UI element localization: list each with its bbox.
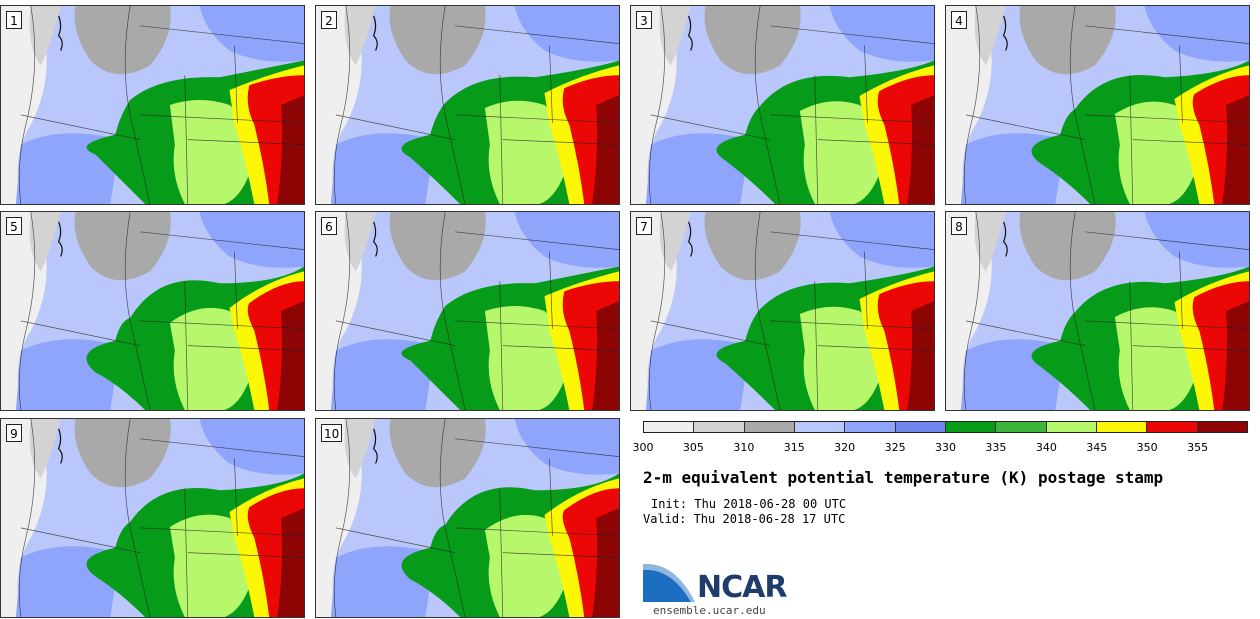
map-field-icon — [631, 6, 934, 204]
colorbar-tick-label: 330 — [935, 441, 956, 454]
map-field-icon — [316, 6, 619, 204]
map-field-icon — [946, 212, 1249, 410]
map-field-icon — [1, 212, 304, 410]
postage-stamp-map: 4 — [945, 5, 1250, 205]
map-field-icon — [316, 419, 619, 617]
logo-wordmark: NCAR — [697, 570, 787, 605]
postage-stamp-map: 5 — [0, 211, 305, 411]
colorbar-segment — [996, 422, 1047, 432]
colorbar-tick-label: 300 — [632, 441, 654, 454]
member-number-label: 1 — [6, 11, 22, 29]
valid-time: Valid: Thu 2018-06-28 17 UTC — [643, 512, 846, 526]
member-number-label: 2 — [321, 11, 337, 29]
colorbar-tick-label: 355 — [1187, 441, 1209, 454]
member-number-label: 6 — [321, 217, 337, 235]
colorbar-tick-label: 310 — [733, 441, 755, 454]
map-field-icon — [316, 212, 619, 410]
map-field-icon — [946, 6, 1249, 204]
postage-stamp-map: 1 — [0, 5, 305, 205]
init-time: Init: Thu 2018-06-28 00 UTC — [651, 497, 847, 511]
member-number-label: 7 — [636, 217, 652, 235]
colorbar-segment — [945, 422, 997, 432]
map-field-icon — [1, 6, 304, 204]
figure-title: 2-m equivalent potential temperature (K)… — [643, 468, 1164, 487]
colorbar-tick-label: 325 — [884, 441, 906, 454]
logo-url: ensemble.ucar.edu — [653, 604, 766, 617]
member-number-label: 9 — [6, 424, 22, 442]
postage-stamp-map: 3 — [630, 5, 935, 205]
colorbar-segment — [744, 422, 795, 432]
colorbar-tick-label: 315 — [783, 441, 805, 454]
member-number-label: 3 — [636, 11, 652, 29]
colorbar-tick-label: 340 — [1035, 441, 1057, 454]
postage-stamp-map: 2 — [315, 5, 620, 205]
colorbar-segment — [644, 422, 695, 432]
colorbar-segment — [694, 422, 745, 432]
postage-stamp-map: 7 — [630, 211, 935, 411]
colorbar-segment — [1046, 422, 1097, 432]
member-number-label: 10 — [321, 424, 343, 442]
colorbar-segment — [895, 422, 946, 432]
colorbar-tick-label: 345 — [1086, 441, 1108, 454]
colorbar-tick-label: 305 — [682, 441, 704, 454]
colorbar-segment — [845, 422, 896, 432]
member-number-label: 8 — [951, 217, 967, 235]
colorbar-segment — [794, 422, 846, 432]
colorbar-tick-label: 335 — [985, 441, 1007, 454]
colorbar-segment — [1197, 422, 1247, 432]
member-number-label: 4 — [951, 11, 967, 29]
colorbar-segment — [1147, 422, 1198, 432]
postage-stamp-map: 6 — [315, 211, 620, 411]
map-field-icon — [1, 419, 304, 617]
postage-stamp-map: 8 — [945, 211, 1250, 411]
colorbar — [643, 421, 1248, 433]
colorbar-tick-label: 350 — [1136, 441, 1158, 454]
map-field-icon — [631, 212, 934, 410]
postage-stamp-map: 10 — [315, 418, 620, 618]
colorbar-tick-label: 320 — [834, 441, 856, 454]
postage-stamp-map: 9 — [0, 418, 305, 618]
member-number-label: 5 — [6, 217, 22, 235]
colorbar-segment — [1096, 422, 1148, 432]
ncar-logo-icon — [643, 563, 695, 602]
